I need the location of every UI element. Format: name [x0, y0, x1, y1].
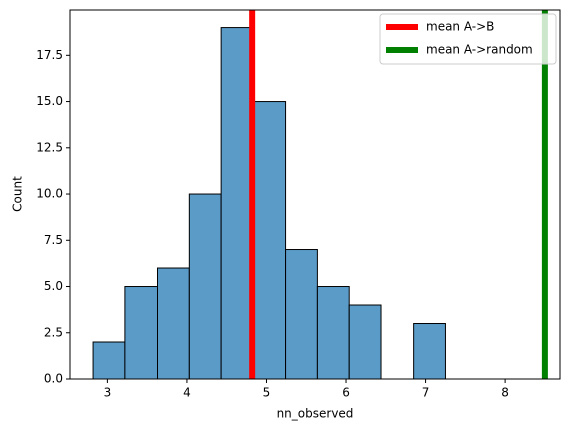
bar — [157, 267, 190, 380]
bar — [92, 341, 126, 380]
legend-label: mean A->B — [426, 20, 494, 34]
bar — [124, 286, 158, 380]
y-tick-label: 12.5 — [36, 140, 63, 154]
x-tick-label: 7 — [422, 386, 430, 400]
bar — [220, 27, 254, 380]
y-tick-label: 10.0 — [36, 187, 63, 201]
x-tick-label: 5 — [263, 386, 271, 400]
bar — [285, 249, 318, 380]
y-axis-label: Count — [11, 176, 25, 212]
y-tick-label: 0.0 — [44, 372, 63, 386]
legend-label: mean A->random — [426, 43, 533, 57]
y-tick-label: 17.5 — [36, 48, 63, 62]
x-tick-label: 6 — [342, 386, 350, 400]
bar — [252, 101, 287, 380]
bar — [316, 286, 350, 380]
bar — [348, 304, 382, 380]
y-tick-label: 7.5 — [44, 233, 63, 247]
y-tick-label: 5.0 — [44, 279, 63, 293]
y-tick-label: 2.5 — [44, 325, 63, 339]
x-axis-label: nn_observed — [277, 407, 354, 421]
x-tick-label: 3 — [104, 386, 112, 400]
y-tick-label: 15.0 — [36, 94, 63, 108]
x-tick-label: 4 — [183, 386, 191, 400]
legend-box — [379, 13, 557, 65]
x-tick-label: 8 — [501, 386, 509, 400]
bar — [413, 323, 446, 380]
bar — [188, 193, 222, 380]
